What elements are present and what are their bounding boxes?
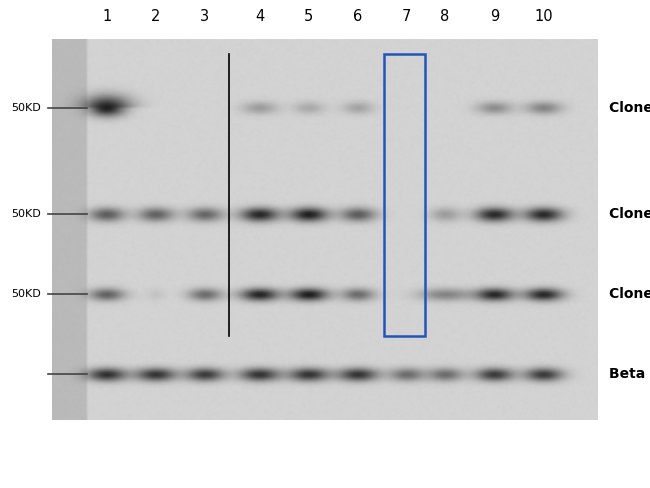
Text: 3: 3 bbox=[200, 9, 209, 24]
Text: 6: 6 bbox=[353, 9, 363, 24]
Text: 2: 2 bbox=[151, 9, 161, 24]
Text: 50KD: 50KD bbox=[11, 102, 41, 113]
Text: 50KD: 50KD bbox=[11, 289, 41, 299]
Text: Beta Actin: Beta Actin bbox=[609, 367, 650, 381]
Text: 7: 7 bbox=[402, 9, 411, 24]
Text: Clone A: Clone A bbox=[609, 101, 650, 115]
Bar bbox=[384, 54, 425, 336]
Text: 5: 5 bbox=[304, 9, 313, 24]
Text: 10: 10 bbox=[534, 9, 552, 24]
Text: 1: 1 bbox=[102, 9, 111, 24]
Text: Clone C: Clone C bbox=[609, 287, 650, 301]
Text: 4: 4 bbox=[255, 9, 264, 24]
Text: Clone B: Clone B bbox=[609, 207, 650, 221]
Text: 8: 8 bbox=[441, 9, 450, 24]
Text: 50KD: 50KD bbox=[11, 209, 41, 219]
Text: 9: 9 bbox=[489, 9, 499, 24]
